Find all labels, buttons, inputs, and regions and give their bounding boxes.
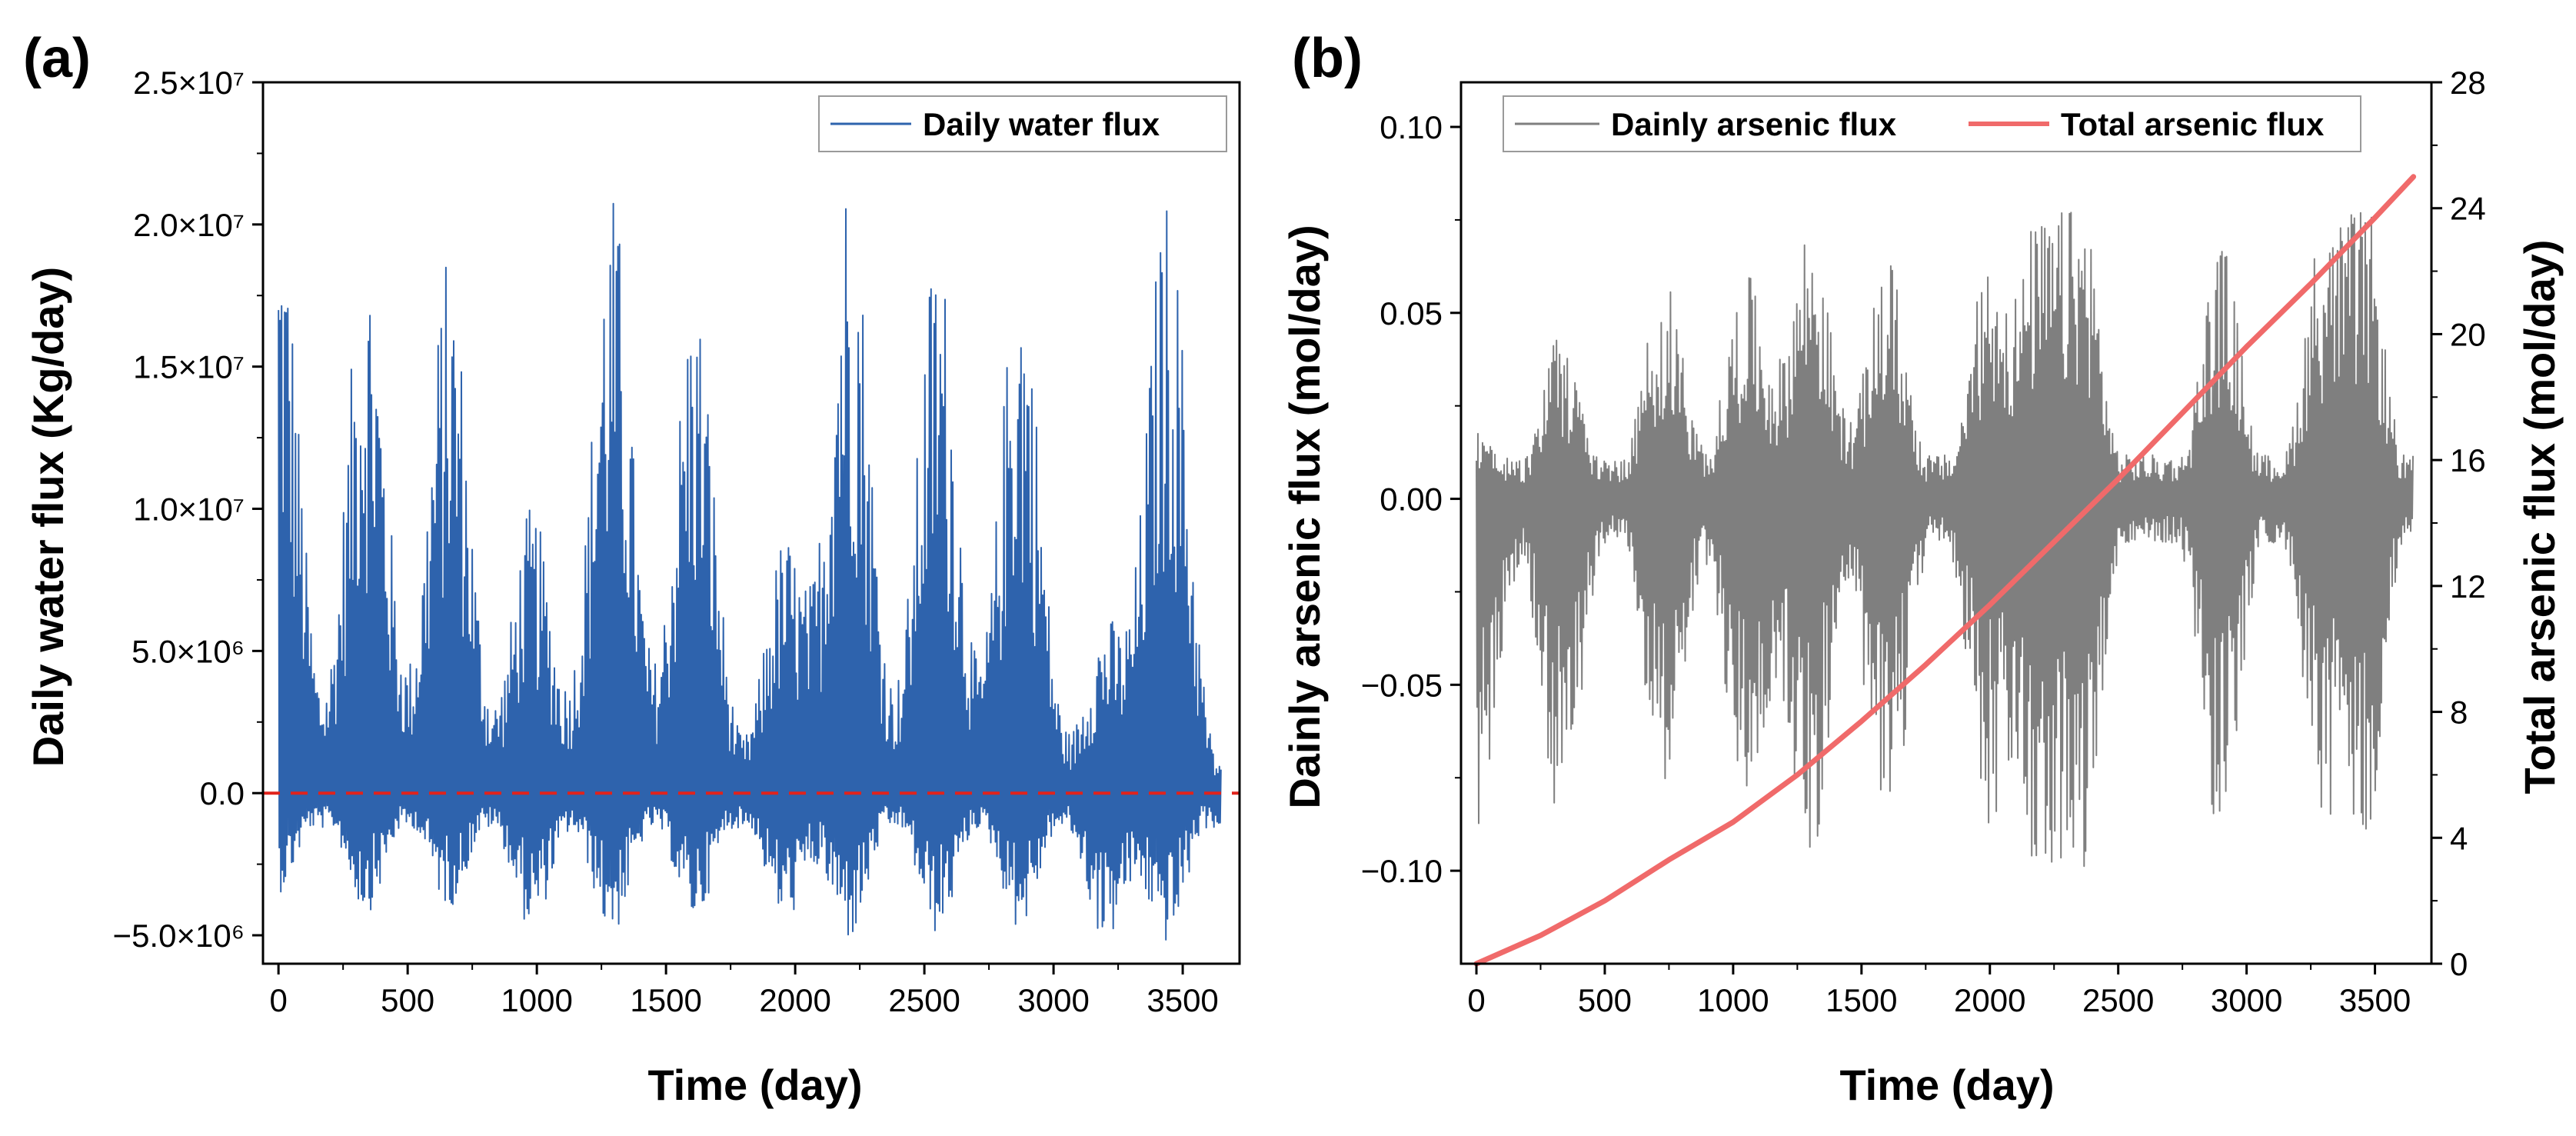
panel-a-legend: Daily water flux	[818, 95, 1227, 152]
panel-a-series-daily-water-flux	[278, 202, 1222, 941]
panel-a-x-axis-title: Time (day)	[647, 1061, 862, 1109]
panel-b-legend-box	[1503, 95, 2361, 152]
panel-a-chart: (a) 0 500 1000 1500 2000 2500 3000 3500 −5.0×10⁶…	[23, 28, 1241, 1109]
panel-b-y2-tick-label: 28	[2450, 65, 2486, 101]
panel-b-x-tick-label: 3000	[2211, 982, 2282, 1018]
panel-b-x-tick-label: 0	[1467, 982, 1485, 1018]
panel-b-y2-tick-label: 0	[2450, 946, 2468, 982]
panel-a-x-tick-label: 2000	[759, 982, 830, 1018]
panel-b-x-tick-label: 1000	[1697, 982, 1769, 1018]
panel-b-x-tick-label: 500	[1578, 982, 1632, 1018]
panel-a-y-tick-label: 0.0	[200, 775, 245, 811]
panel-b-y-tick-label: 0.00	[1380, 481, 1443, 518]
panel-a-x-tick-label: 1500	[630, 982, 701, 1018]
panel-a-y-tick-label: 2.0×10⁷	[133, 207, 245, 243]
panel-a-x-tick-label: 0	[269, 982, 287, 1018]
panel-b-y2-tick-label: 16	[2450, 442, 2486, 478]
panel-b-y2-tick-label: 8	[2450, 695, 2468, 731]
panel-b-y-tick-label: 0.10	[1380, 109, 1443, 145]
panel-b-series-total-arsenic-flux	[1473, 174, 2417, 967]
panel-b-series-daily-arsenic-flux	[1476, 212, 2414, 868]
panel-b-y2-tick-label: 4	[2450, 820, 2468, 856]
panel-b-x-axis-title: Time (day)	[1839, 1061, 2054, 1109]
panel-a-plot-frame	[261, 81, 1241, 965]
panel-b-y-tick-label: −0.10	[1361, 853, 1443, 889]
panel-a-x-tick-label: 2500	[888, 982, 960, 1018]
panel-b-y2-tick-label: 24	[2450, 191, 2486, 227]
panel-a-y-tick-label: 1.5×10⁷	[133, 349, 245, 385]
panel-b-legend-label-total: Total arsenic flux	[2061, 106, 2325, 142]
panel-b-x-tick-label: 3500	[2339, 982, 2411, 1018]
panel-a-label: (a)	[23, 28, 91, 89]
panel-b-y-tick-label: −0.05	[1361, 667, 1443, 703]
panel-b-label: (b)	[1292, 28, 1363, 89]
panel-a-legend-label: Daily water flux	[923, 106, 1160, 142]
panel-a-x-tick-label: 1000	[501, 982, 572, 1018]
panel-a-y-tick-label: −5.0×10⁶	[113, 918, 245, 954]
panel-b-legend: Dainly arsenic flux Total arsenic flux	[1503, 95, 2361, 152]
panel-a-axes: 0 500 1000 1500 2000 2500 3000 3500 −5.0×10⁶ 0.0 5…	[113, 65, 1241, 1018]
panel-b-axes: 0 500 1000 1500 2000 2500 3000 3500 −0.10 −0.05 0.…	[1361, 65, 2486, 1018]
panel-b-y2-tick-label: 20	[2450, 316, 2486, 352]
panel-a-x-tick-label: 3500	[1147, 982, 1218, 1018]
panel-a-y-tick-label: 2.5×10⁷	[133, 65, 245, 101]
panel-a-x-tick-label: 3000	[1017, 982, 1089, 1018]
panel-b-legend-label-daily: Dainly arsenic flux	[1611, 106, 1897, 142]
panel-b-x-tick-label: 2500	[2082, 982, 2154, 1018]
panel-a-x-tick-label: 500	[381, 982, 434, 1018]
panel-a-y-axis-title: Daily water flux (Kg/day)	[24, 267, 72, 767]
panel-b-x-tick-label: 1500	[1825, 982, 1897, 1018]
panel-b-chart: (b) 0 500 1000 1500 2000 2500 3000 3500 −0.10 −0.…	[1280, 28, 2564, 1109]
panel-a-y-tick-label: 5.0×10⁶	[131, 633, 245, 669]
panel-b-y-axis-title: Dainly arsenic flux (mol/day)	[1280, 225, 1329, 808]
panel-b-plot-area	[1473, 174, 2417, 967]
panel-a-y-tick-label: 1.0×10⁷	[133, 491, 245, 528]
panel-b-y2-tick-label: 12	[2450, 568, 2486, 605]
panel-b-y2-axis-title: Total arsenic flux (mol/day)	[2515, 240, 2564, 795]
panel-a-plot-area	[263, 202, 1240, 941]
panel-b-y-tick-label: 0.05	[1380, 295, 1443, 331]
panel-b-x-tick-label: 2000	[1954, 982, 2025, 1018]
